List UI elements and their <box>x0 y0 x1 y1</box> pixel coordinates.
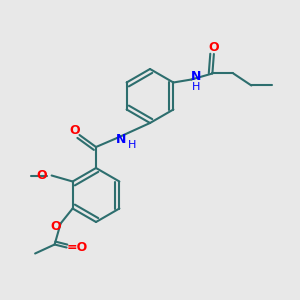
Text: O: O <box>37 169 47 182</box>
Text: O: O <box>208 41 219 55</box>
Text: =O: =O <box>67 241 88 254</box>
Text: H: H <box>192 82 200 92</box>
Text: O: O <box>70 124 80 137</box>
Text: O: O <box>51 220 62 233</box>
Text: N: N <box>116 133 127 146</box>
Text: H: H <box>128 140 136 151</box>
Text: N: N <box>191 70 201 83</box>
